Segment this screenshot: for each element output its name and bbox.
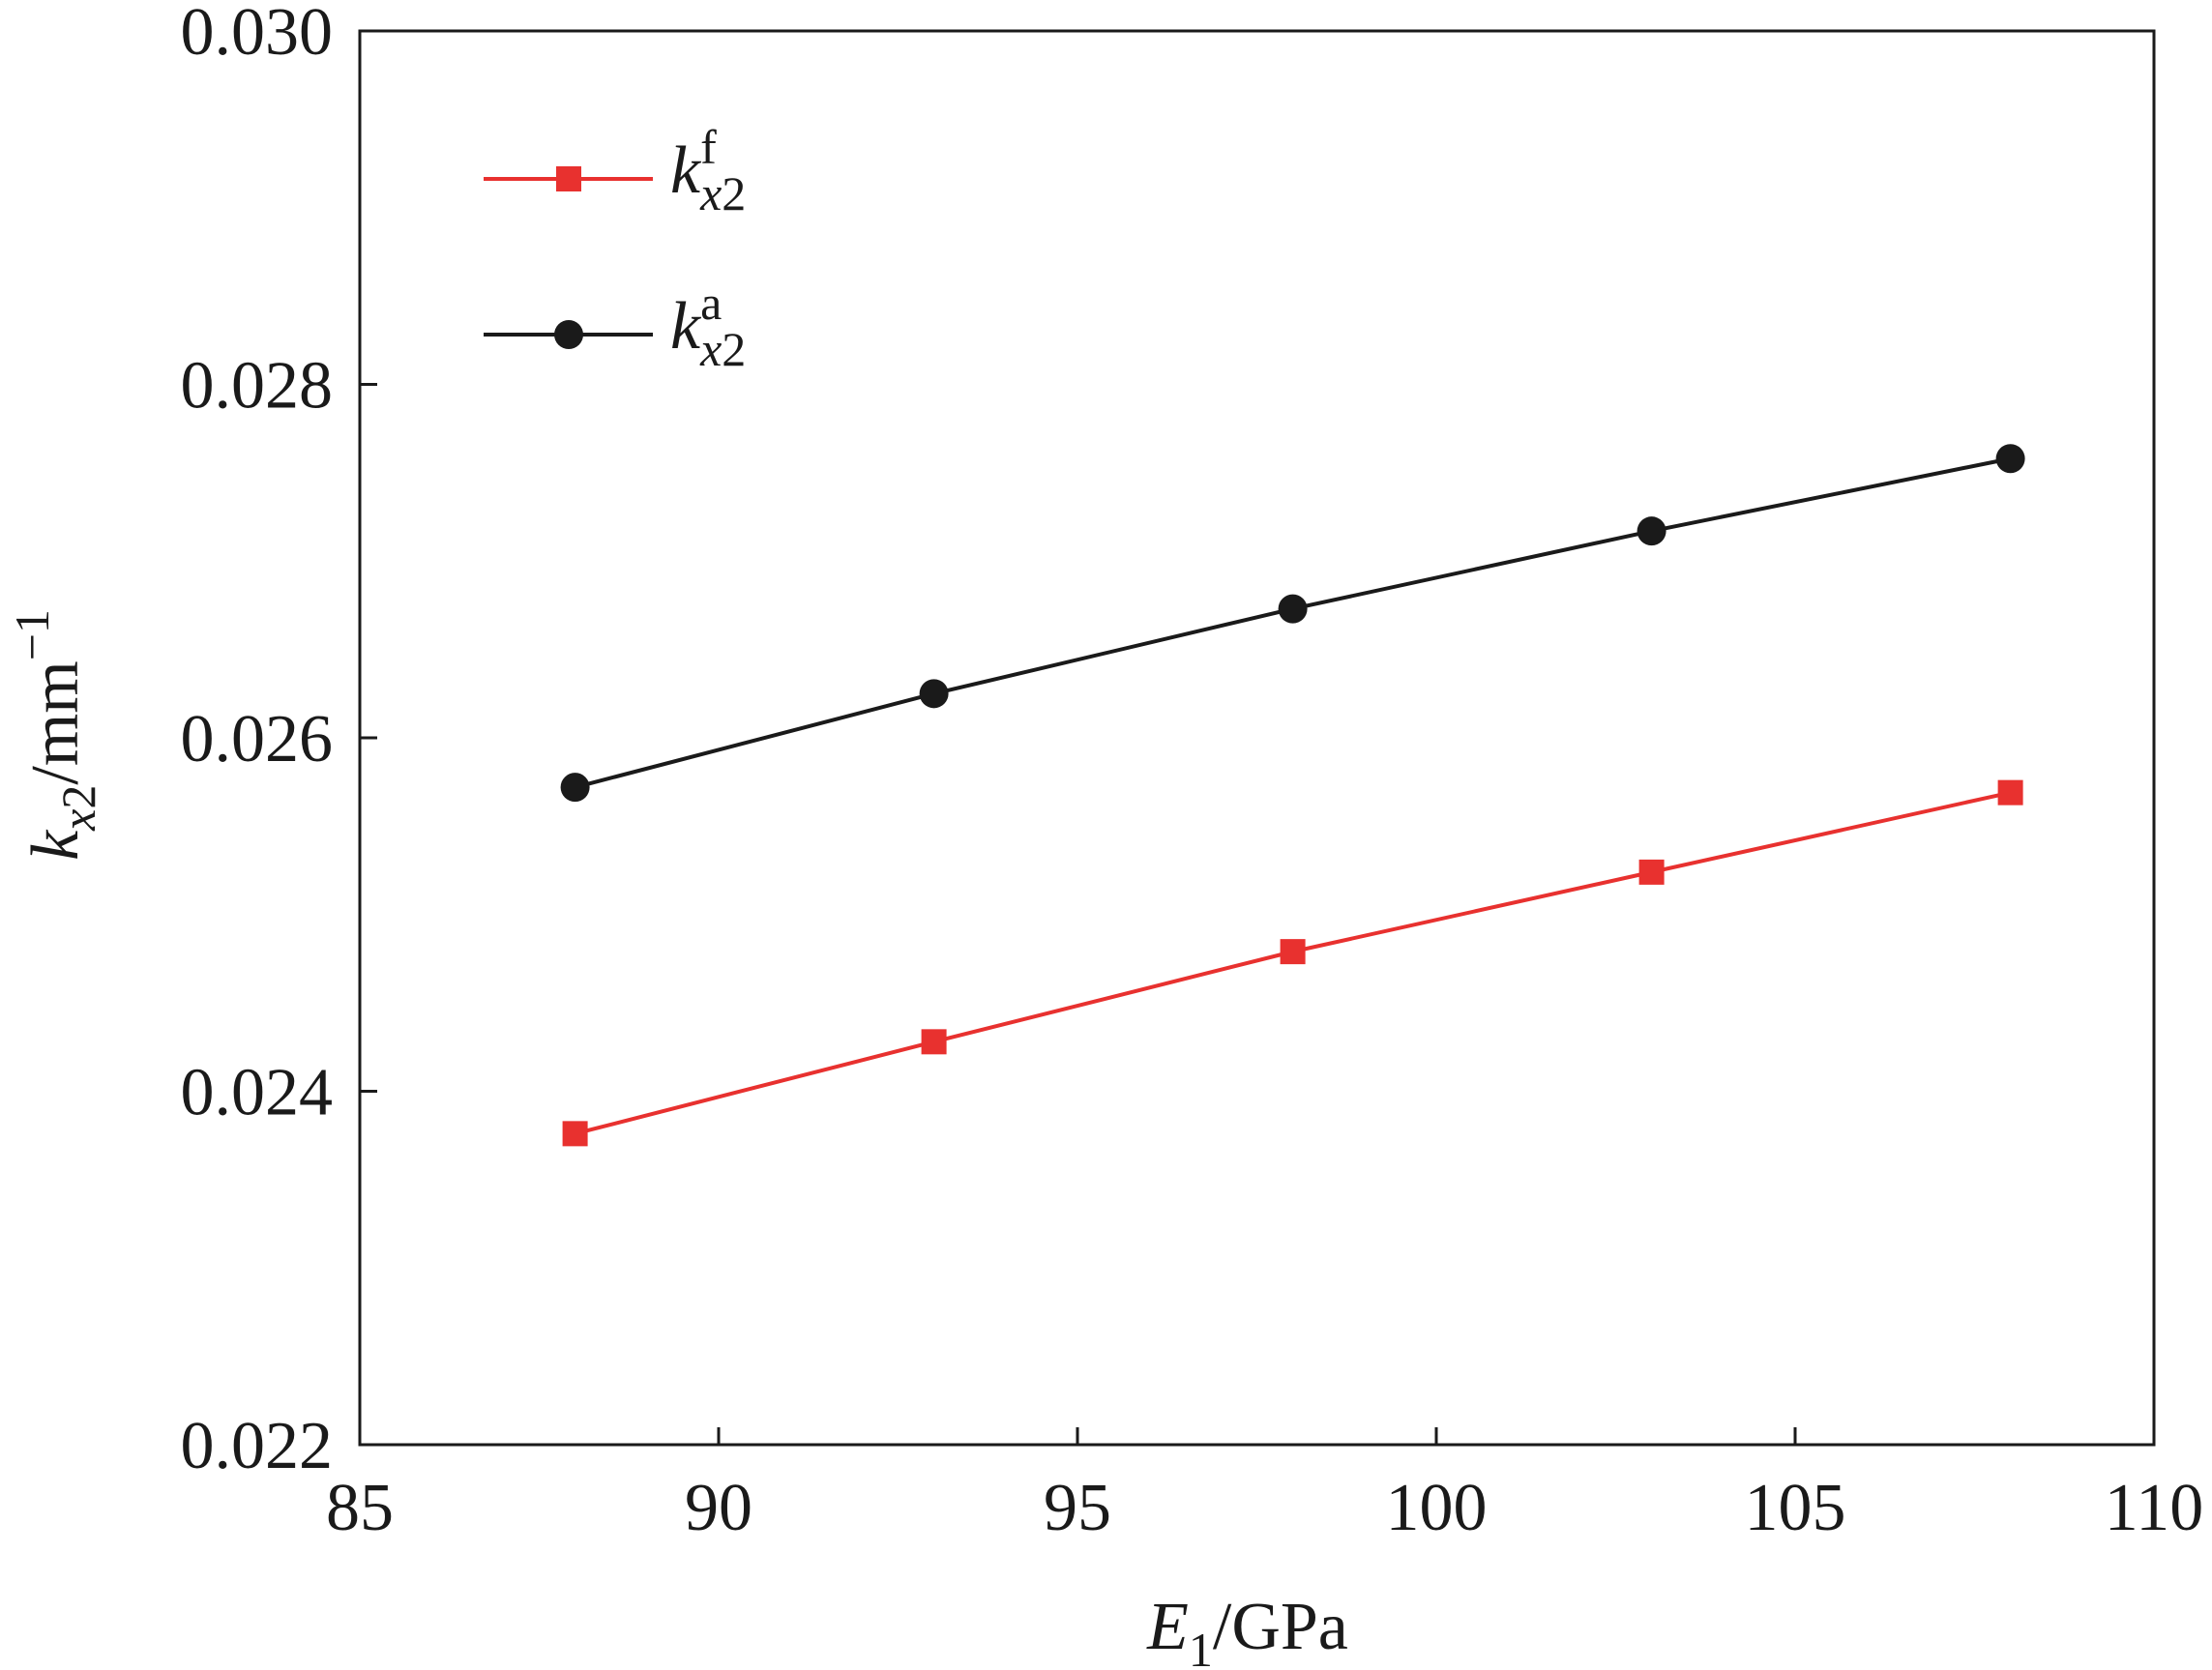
y-tick-label: 0.030 — [181, 0, 334, 70]
label-part: E — [1146, 1590, 1189, 1664]
label-part: k — [18, 829, 93, 861]
label-part-normal: 2 — [722, 166, 746, 220]
label-part-normal: 2 — [51, 785, 105, 809]
legend-marker — [554, 320, 583, 349]
point — [1278, 594, 1308, 624]
label-part: x2 — [699, 322, 746, 376]
label-part: f — [700, 120, 717, 174]
plot-frame — [358, 29, 2156, 1447]
label-part-italic: x — [699, 322, 722, 376]
y-tick-label: 0.026 — [181, 702, 334, 776]
point — [562, 1121, 588, 1147]
point — [919, 679, 949, 709]
label-part-italic: x — [51, 809, 105, 832]
x-tick-label: 105 — [1745, 1471, 1846, 1545]
y-axis-label: kx2/mm−1 — [5, 609, 105, 861]
label-part: x2 — [699, 166, 746, 220]
x-tick-label: 85 — [326, 1471, 394, 1545]
label-part-italic: x — [699, 166, 722, 220]
label-part: k — [670, 289, 702, 364]
label-part: /GPa — [1213, 1590, 1348, 1664]
point — [1997, 779, 2023, 806]
label-part: x2 — [51, 785, 105, 832]
point — [921, 1029, 947, 1055]
label-part: /mm — [18, 660, 93, 784]
x-tick-label: 90 — [685, 1471, 752, 1545]
point — [1637, 516, 1666, 546]
label-part: −1 — [5, 609, 59, 660]
y-tick-label: 0.022 — [181, 1409, 334, 1483]
point — [1280, 939, 1306, 965]
legend-label: ka x2 — [670, 276, 746, 376]
point — [1995, 444, 2025, 474]
point — [560, 773, 590, 803]
label-part: 1 — [1189, 1623, 1213, 1670]
legend-label: kf x2 — [670, 120, 746, 220]
y-tick-label: 0.024 — [181, 1056, 334, 1130]
x-tick-label: 110 — [2105, 1471, 2203, 1545]
x-tick-label: 100 — [1386, 1471, 1488, 1545]
x-tick-label: 95 — [1044, 1471, 1111, 1545]
y-tick-label: 0.028 — [181, 349, 334, 424]
point — [1638, 859, 1665, 885]
label-part: a — [700, 276, 722, 330]
legend-marker — [556, 166, 581, 191]
x-axis-label: E1/GPa — [1146, 1590, 1348, 1670]
label-part-normal: 2 — [722, 322, 746, 376]
label-part: k — [670, 133, 702, 208]
